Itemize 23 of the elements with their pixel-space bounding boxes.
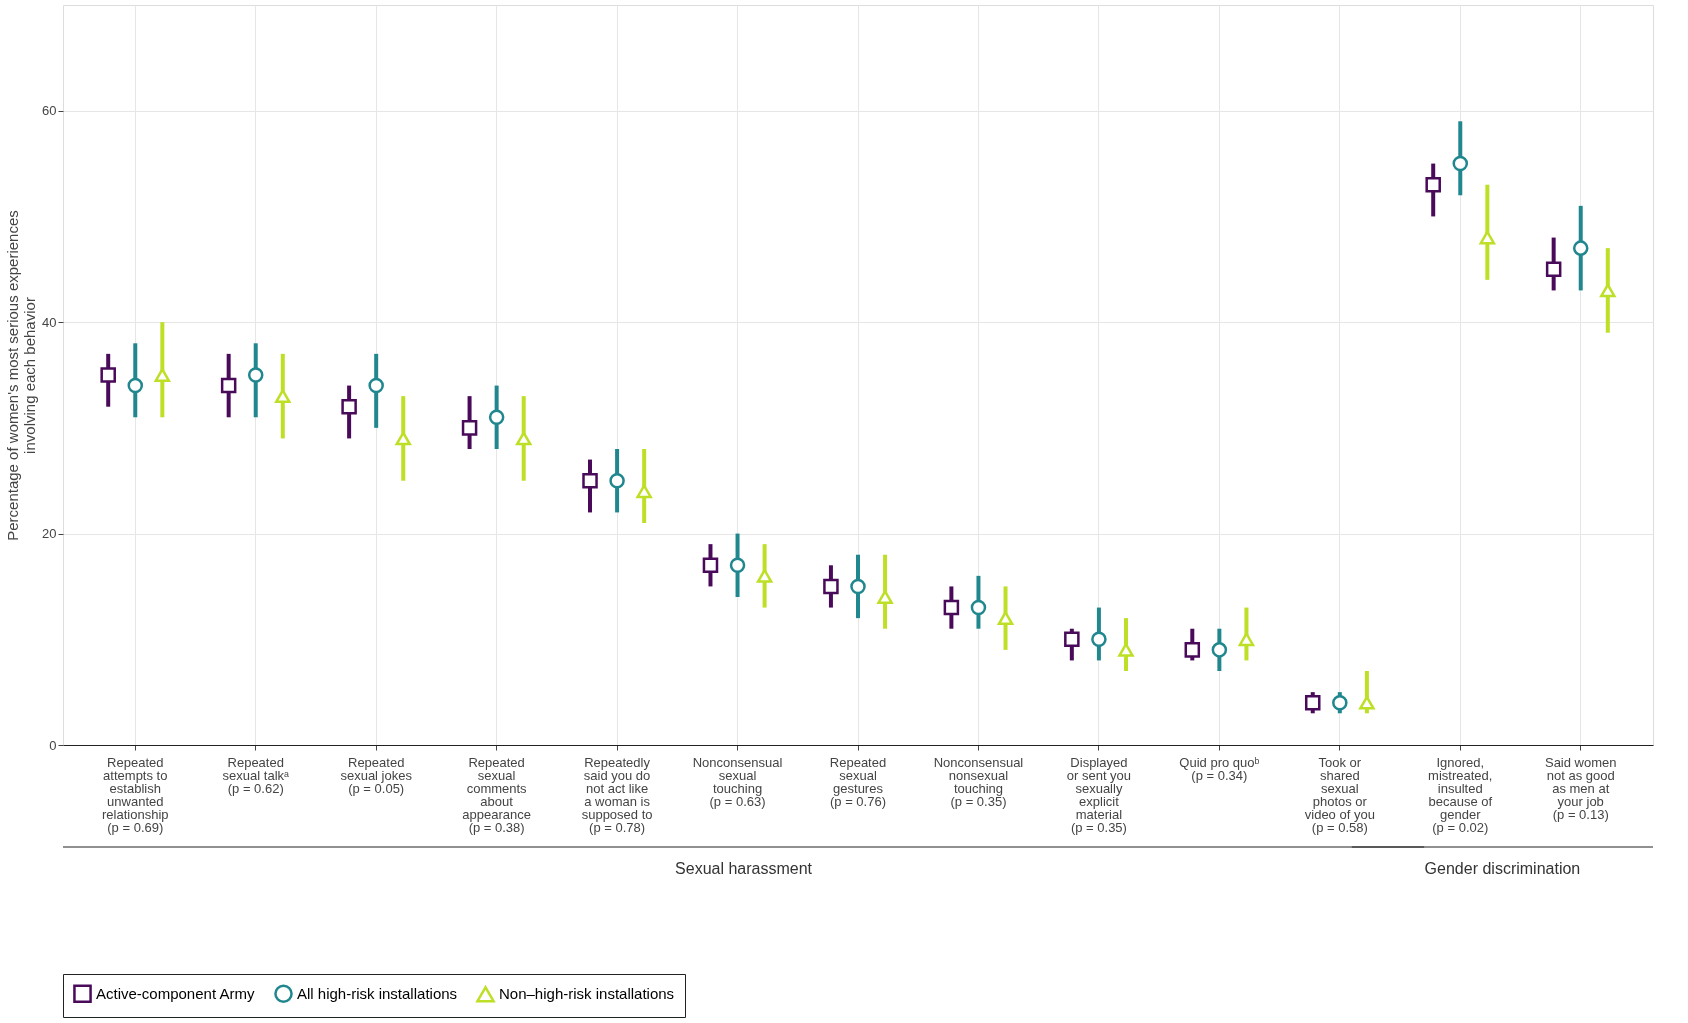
- y-tick-label: 0: [49, 737, 57, 753]
- legend-label: Active-component Army: [96, 984, 255, 1002]
- text: Sexual harassment: [675, 860, 813, 877]
- x-tick-label: Nonconsensual sexual touching (p = 0.63): [692, 754, 783, 809]
- x-tick-label: Nonconsensual nonsexual touching (p = 0.35): [933, 754, 1024, 809]
- x-tick-label: Repeated sexual gestures (p = 0.76): [829, 754, 887, 809]
- x-tick-label: Said women not as good as men at your job (p = 0.13): [1544, 754, 1617, 822]
- legend-label: Non–high-risk installations: [499, 985, 675, 1003]
- x-tick-label: Repeated sexual jokes (p = 0.05): [340, 754, 413, 796]
- x-tick-label: Displayed or sent you sexually explicit material (p = 0.35): [1066, 754, 1132, 835]
- x-tick-label: Ignored, mistreated, insulted because of gender (p = 0.02): [1428, 754, 1493, 835]
- x-tick-label: Took or shared sexual photos or video of you (p = 0.58): [1304, 754, 1375, 835]
- legend-label: All high-risk installations: [297, 984, 458, 1002]
- y-tick-label: 60: [42, 103, 57, 119]
- x-tick-label: Repeated sexual talkᵃ (p = 0.62): [222, 754, 290, 796]
- x-tick-label: Repeatedly said you do not act like a woman is supposed to (p = 0.78): [581, 754, 653, 835]
- x-tick-label: Repeated sexual comments about appearance (p = 0.38): [462, 754, 531, 835]
- text: Gender discrimination: [1424, 860, 1581, 877]
- y-tick-label: 20: [42, 526, 57, 542]
- x-tick-label: Quid pro quoᵇ (p = 0.34): [1179, 754, 1260, 783]
- y-axis-title: Percentage of women's most serious experiences involving each behavior: [4, 210, 39, 541]
- x-tick-label: Repeated attempts to establish unwanted relationship (p = 0.69): [102, 754, 169, 835]
- y-tick-label: 40: [42, 314, 57, 330]
